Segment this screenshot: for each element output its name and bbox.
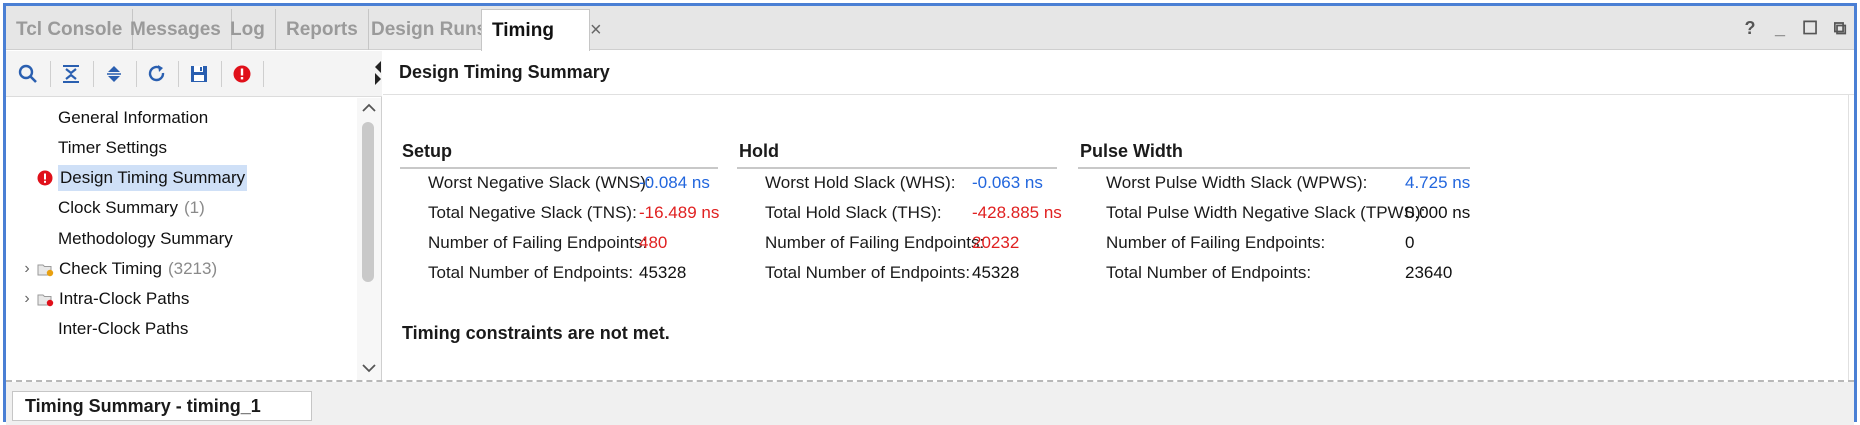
tab-messages[interactable]: Messages [120,9,232,50]
tree-scrollbar[interactable] [357,98,381,380]
refresh-icon[interactable] [142,59,172,89]
window-controls: ? _ ☐ ⧉ [1742,18,1848,39]
tab-timing[interactable]: Timing × [481,9,602,51]
expand-all-icon[interactable] [99,59,129,89]
metric-value: 45328 [972,263,1020,282]
scroll-thumb[interactable] [362,122,374,282]
tree-item-label: Design Timing Summary [58,165,248,191]
restore-icon[interactable]: ☐ [1802,18,1819,38]
tree-item-check-timing[interactable]: Check Timing (3213) [37,253,217,285]
metric-label: Number of Failing Endpoints: [1106,233,1326,252]
timing-status-message: Timing constraints are not met. [402,323,670,343]
save-icon[interactable] [184,59,214,89]
metric-label: Number of Failing Endpoints: [428,233,648,252]
page-title: Design Timing Summary [383,51,1854,95]
chevron-right-icon[interactable]: › [24,290,30,307]
metric-label: Worst Pulse Width Slack (WPWS): [1106,173,1368,192]
collapse-all-icon[interactable] [56,59,86,89]
toolbar [6,51,382,97]
close-icon[interactable]: × [589,19,602,41]
metric-label: Total Pulse Width Negative Slack (TPWS): [1106,203,1426,222]
tab-label: Design Runs [371,18,488,40]
metric-label: Worst Hold Slack (WHS): [765,173,956,192]
float-icon[interactable]: ⧉ [1833,18,1847,38]
chevron-right-icon[interactable]: › [24,260,30,277]
metric-value: 0.000 ns [1405,203,1471,222]
timing-window: Tcl Console Messages Log Reports Design … [3,3,1857,425]
metric-label: Total Negative Slack (TNS): [428,203,637,222]
metric-value: 45328 [639,263,687,282]
metric-label: Number of Failing Endpoints: [765,233,985,252]
metric-value[interactable]: 20232 [972,233,1020,252]
tree-item-inter-clock-paths[interactable]: Inter-Clock Paths [58,313,188,345]
metric-value[interactable]: -0.084 ns [639,173,710,192]
tree-item-general-information[interactable]: General Information [58,102,208,134]
tree-item-clock-summary[interactable]: Clock Summary (1) [58,192,205,224]
tree-item-methodology-summary[interactable]: Methodology Summary [58,223,233,255]
tree-item-intra-clock-paths[interactable]: Intra-Clock Paths [37,283,189,315]
metric-value[interactable]: 4.725 ns [1405,173,1471,192]
tab-log[interactable]: Log [220,9,276,50]
tab-label: Timing [492,19,554,41]
metric-value[interactable]: -0.063 ns [972,173,1043,192]
metric-label: Total Number of Endpoints: [1106,263,1312,282]
scroll-up-icon[interactable] [360,100,378,116]
metric-label: Total Number of Endpoints: [765,263,971,282]
scroll-down-icon[interactable] [360,360,378,376]
section-heading: Setup [400,141,718,169]
tree-item-design-timing-summary[interactable]: Design Timing Summary [37,162,248,194]
tree-item-label: Check Timing [59,259,162,278]
section-heading: Hold [737,141,1057,169]
tab-reports[interactable]: Reports [276,9,369,50]
tab-bar: Tcl Console Messages Log Reports Design … [6,6,1854,51]
help-icon[interactable]: ? [1744,18,1756,38]
hold-section: Hold [737,141,1057,169]
setup-section: Setup [400,141,718,169]
tree-item-label: Inter-Clock Paths [58,319,189,338]
tab-label: Timing Summary - timing_1 [25,395,261,416]
tab-label: Tcl Console [16,18,123,40]
timing-tree: General Information Timer Settings Desig… [6,98,356,380]
section-heading: Pulse Width [1078,141,1470,169]
tree-item-label: General Information [58,108,209,127]
metric-label: Total Hold Slack (THS): [765,203,942,222]
tab-label: Messages [130,18,221,40]
tab-tcl-console[interactable]: Tcl Console [6,9,134,50]
tab-design-runs[interactable]: Design Runs [361,9,499,50]
metric-value: 23640 [1405,263,1453,282]
metric-value[interactable]: -428.885 ns [972,203,1062,222]
metric-label: Worst Negative Slack (WNS): [428,173,651,192]
panel-divider[interactable] [6,380,1854,382]
tree-item-timer-settings[interactable]: Timer Settings [58,132,167,164]
bottom-tab-bar: Timing Summary - timing_1 [6,382,1854,425]
error-icon[interactable] [227,59,257,89]
tree-item-count: (1) [183,198,205,217]
pulse-width-section: Pulse Width [1078,141,1470,169]
minimize-icon[interactable]: _ [1774,18,1785,38]
tab-timing-summary[interactable]: Timing Summary - timing_1 [12,391,312,421]
tree-item-count: (3213) [167,259,218,278]
main-content: Design Timing Summary Setup Worst Negati… [383,51,1854,380]
folder-warning-icon [37,262,54,277]
tree-item-label: Methodology Summary [58,229,233,248]
content-edge [1848,95,1854,380]
page-title-text: Design Timing Summary [399,62,610,82]
tab-label: Reports [286,18,358,40]
left-panel: General Information Timer Settings Desig… [6,51,382,380]
metric-value[interactable]: 480 [639,233,668,252]
search-icon[interactable] [13,59,43,89]
error-icon [37,170,53,186]
tree-item-label: Clock Summary [58,198,178,217]
folder-error-icon [37,292,54,307]
tree-item-label: Intra-Clock Paths [59,289,190,308]
splitter-handle[interactable] [374,55,382,91]
metric-value[interactable]: -16.489 ns [639,203,720,222]
metric-value: 0 [1405,233,1415,252]
tree-item-label: Timer Settings [58,138,167,157]
metric-label: Total Number of Endpoints: [428,263,634,282]
tab-label: Log [230,18,265,40]
